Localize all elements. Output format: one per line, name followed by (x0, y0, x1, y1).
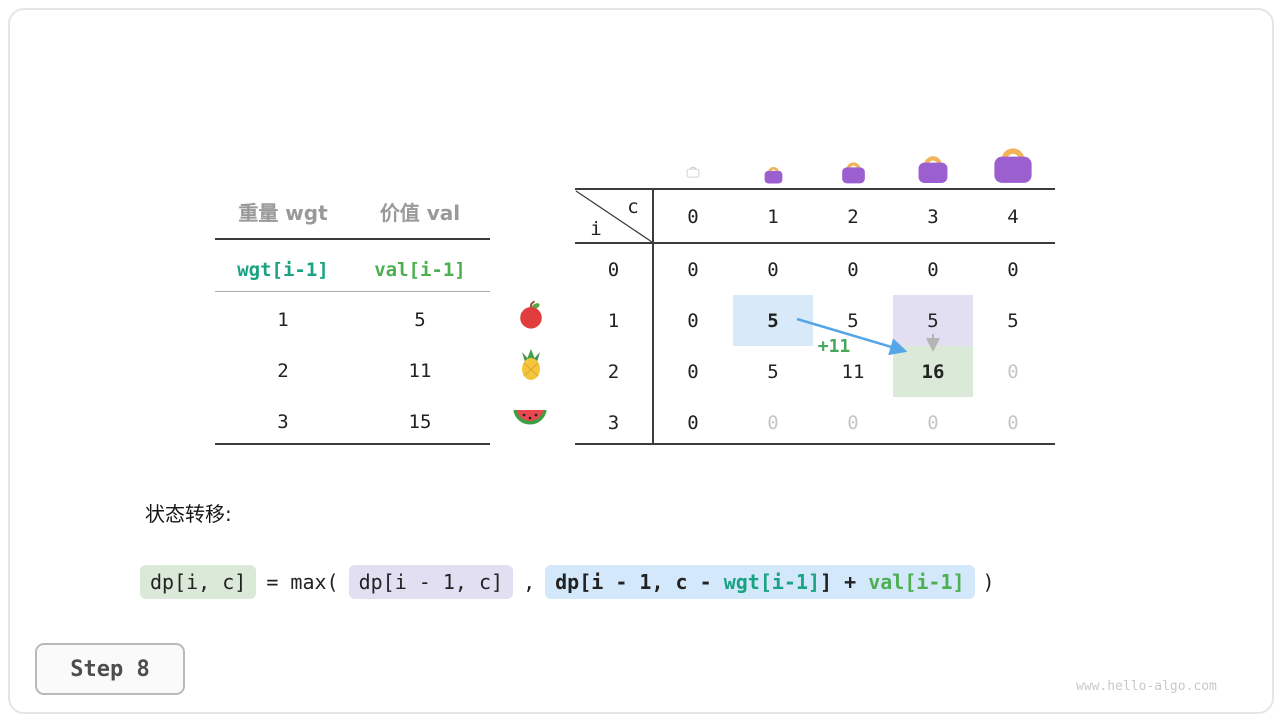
state-transition-label: 状态转移: (145, 502, 232, 526)
item-formula-val: val[i-1] (374, 259, 466, 281)
dp-cell-1-3: 5 (893, 295, 973, 346)
bag-ghost-icon (686, 166, 700, 178)
apple-icon (520, 300, 542, 329)
watermark: www.hello-algo.com (1076, 679, 1217, 694)
plus-value-annotation: +11 (817, 336, 851, 357)
dp-row-header-0: 0 (607, 258, 620, 281)
dp-cell-3-0: 0 (687, 411, 699, 434)
dp-cell-1-1: 5 (733, 295, 813, 346)
bag-medium-icon (842, 162, 865, 184)
dp-row-header-1: 1 (607, 309, 620, 332)
dp-cell-2-3: 16 (893, 346, 973, 397)
formula-option2-val: val[i-1] (868, 570, 965, 594)
dp-cell-3-4: 0 (1007, 411, 1019, 434)
dp-cell-2-0: 0 (687, 360, 699, 383)
item-row-1-val: 5 (414, 309, 426, 331)
bag-large-icon (918, 156, 948, 183)
item-row-1-wgt: 1 (277, 309, 289, 331)
item-row-3-val: 15 (408, 411, 432, 433)
dp-col-header-4: 4 (1007, 205, 1019, 228)
dp-cell-3-3: 0 (927, 411, 939, 434)
dp-cell-3-2: 0 (847, 411, 859, 434)
item-col-header-val: 价值 val (379, 200, 461, 225)
dp-cell-0-0: 0 (687, 258, 699, 281)
item-table-header-rule (215, 238, 490, 240)
dp-cell-0-1: 0 (767, 258, 779, 281)
dp-cell-0-2: 0 (847, 258, 859, 281)
transition-formula: dp[i, c] = max( dp[i - 1, c] , dp[i - 1,… (140, 560, 995, 604)
dp-table-header-rule (575, 242, 1055, 244)
bag-xlarge-icon (994, 148, 1032, 183)
item-row-2-val: 11 (408, 360, 432, 382)
dp-table-bottom-rule (575, 443, 1055, 445)
item-row-3-wgt: 3 (277, 411, 289, 433)
dp-table-top-rule (575, 188, 1055, 190)
bag-small-icon (764, 167, 783, 184)
dp-cell-2-4: 0 (1007, 360, 1019, 383)
dp-corner-col-var: c (627, 196, 639, 218)
dp-table-vertical-rule (652, 190, 654, 443)
item-formula-wgt: wgt[i-1] (237, 259, 329, 281)
formula-eq-max: = max( (266, 570, 339, 594)
dp-col-header-1: 1 (767, 205, 779, 228)
dp-cell-1-0: 0 (687, 309, 699, 332)
dp-col-header-2: 2 (847, 205, 859, 228)
dp-row-header-3: 3 (607, 411, 620, 434)
formula-option2-prefix: dp[i - 1, c - (555, 570, 724, 594)
dp-cell-1-4: 5 (1007, 309, 1019, 332)
formula-option2: dp[i - 1, c - wgt[i-1]] + val[i-1] (545, 565, 975, 599)
dp-cell-2-1: 5 (767, 360, 779, 383)
item-table-mid-rule (215, 291, 490, 292)
pineapple-icon (522, 349, 540, 380)
dp-row-header-2: 2 (607, 360, 620, 383)
dp-cell-0-4: 0 (1007, 258, 1019, 281)
formula-option2-plus: ] + (820, 570, 869, 594)
dp-cell-0-3: 0 (927, 258, 939, 281)
watermelon-icon (513, 409, 547, 425)
dp-corner-row-var: i (590, 218, 602, 240)
item-col-header-wgt: 重量 wgt (238, 200, 328, 225)
dp-col-header-0: 0 (687, 205, 699, 228)
formula-comma: , (523, 570, 536, 594)
formula-close-paren: ) (982, 570, 995, 594)
item-row-2-wgt: 2 (277, 360, 289, 382)
formula-lhs: dp[i, c] (140, 565, 257, 599)
step-badge: Step 8 (35, 643, 185, 695)
formula-option1: dp[i - 1, c] (348, 565, 514, 599)
formula-option2-wgt: wgt[i-1] (723, 570, 821, 594)
dp-col-header-3: 3 (927, 205, 939, 228)
dp-cell-3-1: 0 (767, 411, 779, 434)
dp-cell-2-2: 11 (841, 360, 865, 383)
item-table-bottom-rule (215, 443, 490, 445)
